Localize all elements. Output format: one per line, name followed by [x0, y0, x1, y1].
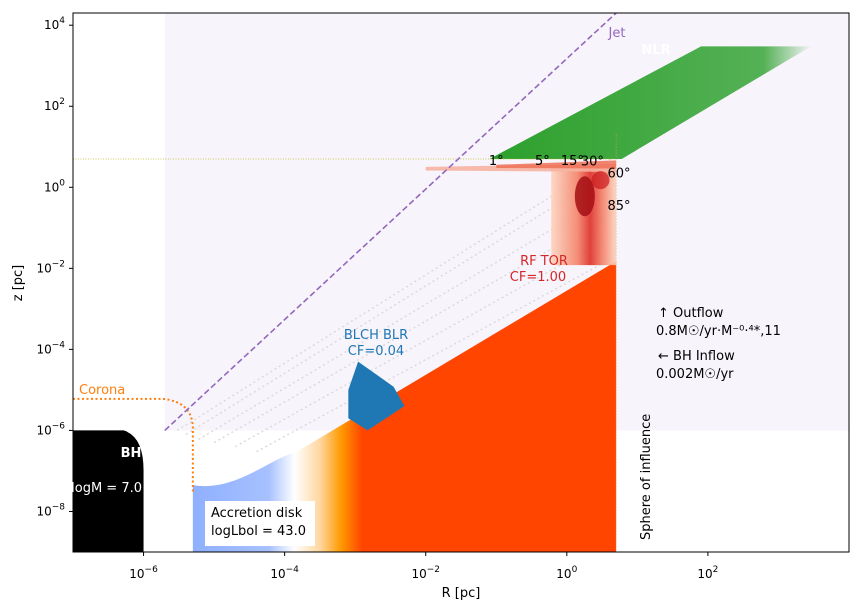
bh-label: BH	[121, 446, 142, 461]
corona-boundary	[73, 397, 194, 493]
y-tick-label: 10−6	[36, 421, 65, 437]
y-tick-label: 104	[44, 16, 65, 32]
sightline	[185, 167, 617, 435]
plot-area	[73, 13, 849, 552]
sightline	[176, 155, 617, 432]
y-axis-label: z [pc]	[11, 265, 26, 302]
torus-label-line2: CF=1.00	[510, 270, 566, 285]
x-tick-label: 10−4	[270, 565, 299, 581]
accretion-disk-region	[192, 261, 617, 552]
nlr-label: NLR	[641, 43, 670, 58]
blr-label-line2: CF=0.04	[348, 344, 404, 359]
sightline	[198, 190, 617, 441]
jet-line	[164, 13, 617, 432]
angle-label: 15°	[561, 154, 584, 169]
sightline-group	[176, 155, 617, 453]
x-axis-label: R [pc]	[442, 586, 481, 601]
x-tick-label: 102	[697, 565, 718, 581]
black-hole-region	[73, 430, 144, 552]
angle-labels: 1° 5° 15°30° 60° 85°	[489, 154, 631, 214]
torus-core	[591, 171, 610, 190]
y-tick-label: 10−4	[36, 340, 65, 356]
y-axis-ticks: 10−8 10−6 10−4 10−2 100 102 104	[36, 16, 73, 518]
angle-label: 60°	[608, 166, 631, 181]
disk-label: Accretion disk	[211, 506, 303, 521]
inflow-rate: 0.002M☉/yr	[656, 367, 734, 382]
torus-label-line1: RF TOR	[520, 254, 568, 269]
plot-frame	[72, 12, 850, 553]
sightline	[213, 211, 617, 444]
outflow-label: ↑ Outflow	[658, 306, 724, 321]
nlr-region	[489, 46, 813, 159]
sightline	[256, 255, 617, 453]
torus-region	[425, 160, 617, 266]
sphere-of-influence-label: Sphere of influence	[639, 414, 654, 540]
y-tick-label: 102	[44, 97, 65, 113]
angle-label: 5°	[535, 154, 550, 169]
x-axis-ticks: 10−6 10−4 10−2 100 102	[129, 552, 718, 581]
x-tick-label: 10−6	[129, 565, 158, 581]
x-tick-label: 10−2	[411, 565, 440, 581]
y-tick-label: 10−8	[36, 502, 65, 518]
inflow-label: ← BH Inflow	[658, 349, 735, 364]
jet-label: Jet	[608, 26, 626, 41]
angle-label: 1°	[489, 154, 504, 169]
y-tick-label: 100	[44, 178, 65, 194]
blr-label-line1: BLCH BLR	[344, 328, 408, 343]
y-tick-label: 10−2	[36, 259, 65, 275]
angle-label: 85°	[608, 199, 631, 214]
torus-core	[574, 176, 595, 217]
torus-arm	[496, 160, 617, 169]
disk-label-box: Accretion disk logLbol = 43.0	[205, 501, 315, 546]
angle-label: 30°	[581, 155, 604, 170]
x-tick-label: 100	[556, 565, 577, 581]
disk-lbol-label: logLbol = 43.0	[211, 524, 306, 539]
bh-mass-label: logM = 7.0	[71, 481, 142, 496]
outflow-rate: 0.8M☉/yr·M⁻⁰·⁴*,11	[656, 324, 781, 339]
blr-region	[348, 361, 405, 431]
corona-label: Corona	[79, 383, 125, 398]
